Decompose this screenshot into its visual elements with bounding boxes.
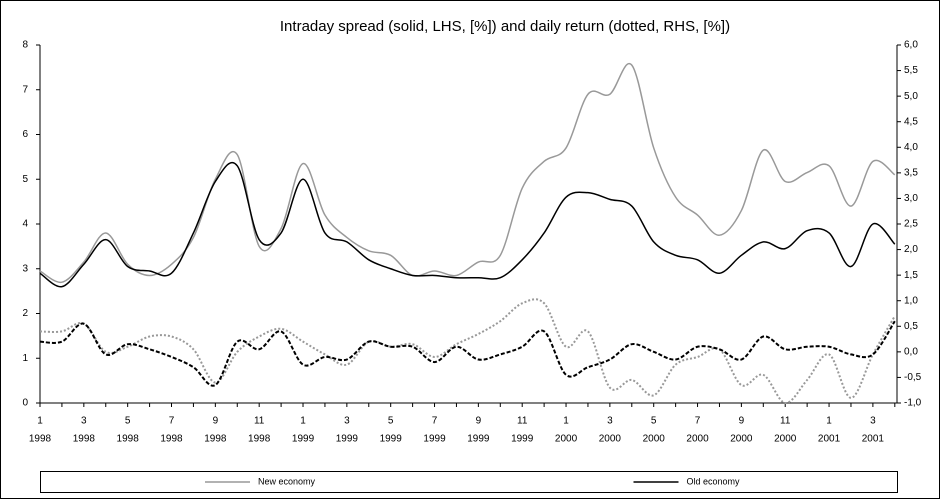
x-tick-year: 1999 (511, 434, 534, 445)
y2-tick-label: 2,0 (904, 244, 918, 255)
y-tick-label: 7 (22, 84, 28, 95)
x-tick-year: 1998 (160, 434, 183, 445)
x-tick-label: 5 (388, 416, 394, 427)
y2-tick-label: 4,0 (904, 142, 918, 153)
legend-box (40, 471, 898, 493)
x-tick-label: 9 (739, 416, 745, 427)
y2-tick-label: -1,0 (904, 398, 922, 409)
x-tick-label: 3 (607, 416, 613, 427)
x-tick-year: 2000 (643, 434, 666, 445)
x-tick-label: 5 (651, 416, 657, 427)
x-tick-year: 1998 (204, 434, 227, 445)
x-tick-label: 3 (344, 416, 350, 427)
x-tick-label: 3 (870, 416, 876, 427)
y2-tick-label: 1,0 (904, 295, 918, 306)
legend-text: Old economy (687, 476, 741, 486)
y-tick-label: 5 (22, 174, 28, 185)
x-tick-year: 1999 (423, 434, 446, 445)
x-tick-label: 9 (476, 416, 482, 427)
x-tick-year: 1998 (117, 434, 140, 445)
series-line (39, 161, 896, 288)
y2-tick-label: 1,5 (904, 270, 918, 281)
chart-title: Intraday spread (solid, LHS, [%]) and da… (280, 18, 730, 35)
x-tick-label: 1 (300, 416, 306, 427)
x-tick-label: 1 (826, 416, 832, 427)
y2-tick-label: 5,0 (904, 91, 918, 102)
y2-tick-label: 6,0 (904, 40, 918, 51)
x-tick-year: 2000 (686, 434, 709, 445)
x-tick-year: 1998 (73, 434, 96, 445)
y2-tick-label: 3,0 (904, 193, 918, 204)
x-tick-year: 1998 (248, 434, 271, 445)
x-tick-label: 11 (254, 416, 265, 427)
x-tick-label: 1 (37, 416, 43, 427)
x-tick-label: 7 (432, 416, 438, 427)
y2-tick-label: 4,5 (904, 116, 918, 127)
y-tick-label: 0 (22, 398, 28, 409)
x-tick-year: 2000 (730, 434, 753, 445)
x-tick-label: 3 (81, 416, 87, 427)
x-tick-year: 1999 (380, 434, 403, 445)
x-tick-year: 1999 (336, 434, 359, 445)
x-tick-year: 2000 (599, 434, 622, 445)
x-tick-label: 11 (780, 416, 791, 427)
y2-tick-label: -0,5 (904, 372, 922, 383)
y2-tick-label: 0,0 (904, 346, 918, 357)
y-tick-label: 4 (22, 219, 28, 230)
x-tick-year: 2000 (555, 434, 578, 445)
x-tick-year: 2001 (818, 434, 841, 445)
y2-tick-label: 0,5 (904, 321, 918, 332)
y2-tick-label: 2,5 (904, 219, 918, 230)
x-tick-year: 1998 (29, 434, 52, 445)
x-tick-year: 2001 (862, 434, 885, 445)
y2-tick-label: 3,5 (904, 167, 918, 178)
x-tick-label: 7 (169, 416, 175, 427)
x-tick-year: 1999 (292, 434, 315, 445)
x-tick-year: 1999 (467, 434, 490, 445)
x-tick-year: 2000 (774, 434, 797, 445)
y-tick-label: 1 (22, 353, 28, 364)
y-tick-label: 6 (22, 129, 28, 140)
y-tick-label: 8 (22, 40, 28, 51)
y-tick-label: 2 (22, 308, 28, 319)
x-tick-label: 5 (125, 416, 131, 427)
y2-tick-label: 5,5 (904, 65, 918, 76)
x-tick-label: 11 (517, 416, 528, 427)
y-tick-label: 3 (22, 263, 28, 274)
x-tick-label: 9 (213, 416, 219, 427)
x-tick-label: 1 (563, 416, 569, 427)
legend-text: New economy (258, 476, 316, 486)
x-tick-label: 7 (695, 416, 701, 427)
